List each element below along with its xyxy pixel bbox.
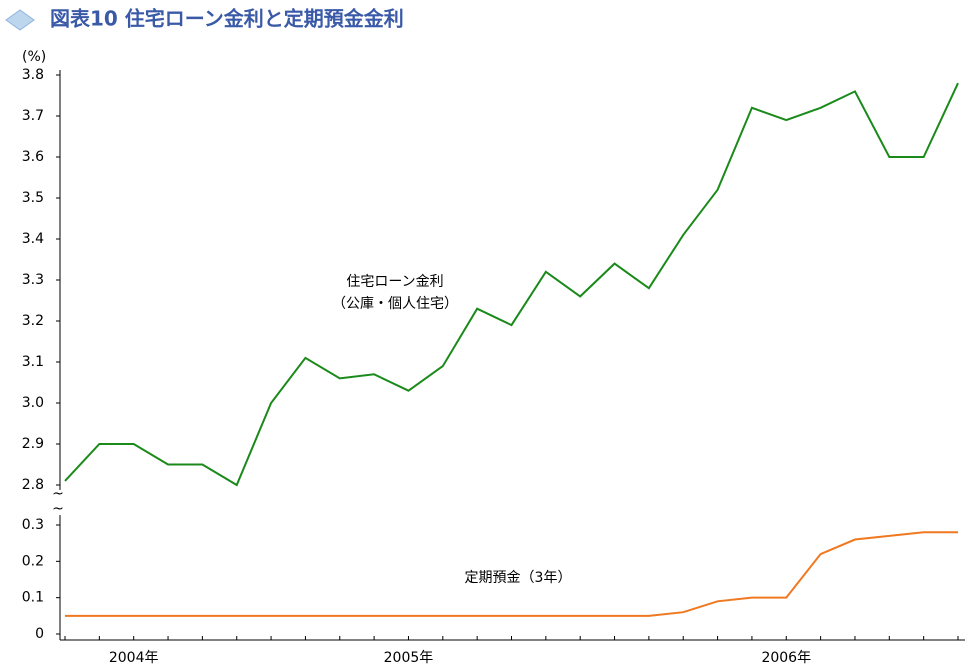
y-tick-label: 3.1 xyxy=(22,354,44,370)
x-tick-label: 2005年 xyxy=(384,650,434,666)
y-tick-label: 2.9 xyxy=(22,436,44,452)
y-tick-label: 0 xyxy=(35,626,44,642)
y-tick-label: 3.6 xyxy=(22,149,44,165)
y-tick-label: 3.5 xyxy=(22,190,44,206)
data-line xyxy=(64,82,959,487)
chart-title: 図表10 住宅ローン金利と定期預金金利 xyxy=(50,7,404,31)
data-line xyxy=(65,531,958,617)
y-tick-label: 0.2 xyxy=(22,553,44,569)
annotation: 定期預金（3年） xyxy=(465,570,572,586)
y-tick-label: 3.4 xyxy=(22,231,44,247)
y-tick-label: 3.7 xyxy=(22,108,44,124)
x-tick-label: 2004年 xyxy=(109,650,159,666)
y-tick-label: 0.3 xyxy=(22,517,44,533)
y-tick-label: 3.8 xyxy=(22,67,44,83)
y-tick-label: 2.8 xyxy=(22,477,44,493)
annotation: （公庫・個人住宅） xyxy=(332,295,458,312)
axis-break: ~ xyxy=(52,486,64,502)
x-tick-label: 2006年 xyxy=(761,650,811,666)
y-tick-label: 3.3 xyxy=(22,272,44,288)
y-tick-label: 3.0 xyxy=(22,395,44,411)
y-tick-label: 3.2 xyxy=(22,313,44,329)
y-tick-label: 0.1 xyxy=(22,590,44,606)
title-icon xyxy=(5,9,35,31)
y-unit: (%) xyxy=(22,49,46,65)
annotation: 住宅ローン金利 xyxy=(346,274,443,290)
axis-break: ~ xyxy=(52,501,64,517)
